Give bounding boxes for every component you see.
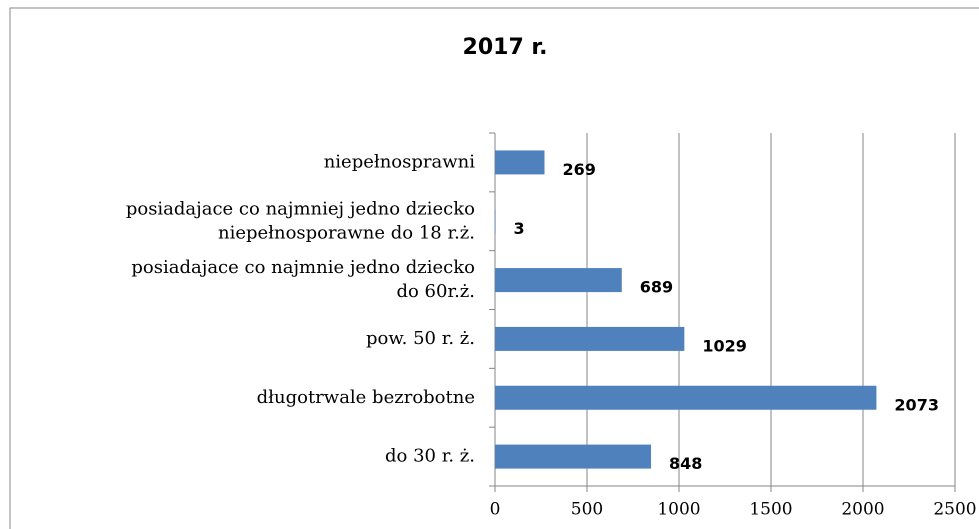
x-tick-label: 0 (490, 500, 501, 520)
y-tick-label: niepełnosprawni (324, 151, 476, 172)
data-label: 269 (562, 160, 595, 179)
bar (495, 444, 652, 469)
data-label: 3 (514, 219, 525, 238)
bar (495, 209, 496, 234)
data-label: 1029 (702, 336, 747, 355)
bar (495, 326, 685, 351)
bar (495, 150, 545, 175)
y-tick-label: do 30 r. ż. (385, 446, 475, 467)
x-tick-label: 2000 (841, 500, 884, 520)
bar (495, 385, 877, 410)
x-tick-label: 500 (571, 500, 603, 520)
data-label: 2073 (894, 395, 939, 414)
bar (495, 268, 622, 293)
x-tick-label: 2500 (933, 500, 976, 520)
y-tick-label: niepełnosporawne do 18 r.ż. (218, 222, 475, 243)
data-label: 689 (640, 278, 673, 297)
y-tick-label: do 60r.ż. (396, 281, 475, 302)
chart-title: 2017 r. (463, 35, 548, 60)
x-tick-label: 1000 (657, 500, 700, 520)
y-tick-label: posiadajace co najmnie jedno dziecko (131, 257, 475, 278)
y-tick-label: pow. 50 r. ż. (366, 328, 475, 349)
y-tick-label: posiadajace co najmniej jedno dziecko (126, 198, 475, 219)
x-tick-label: 1500 (749, 500, 792, 520)
y-tick-label: długotrwale bezrobotne (257, 387, 475, 408)
data-label: 848 (669, 454, 702, 473)
